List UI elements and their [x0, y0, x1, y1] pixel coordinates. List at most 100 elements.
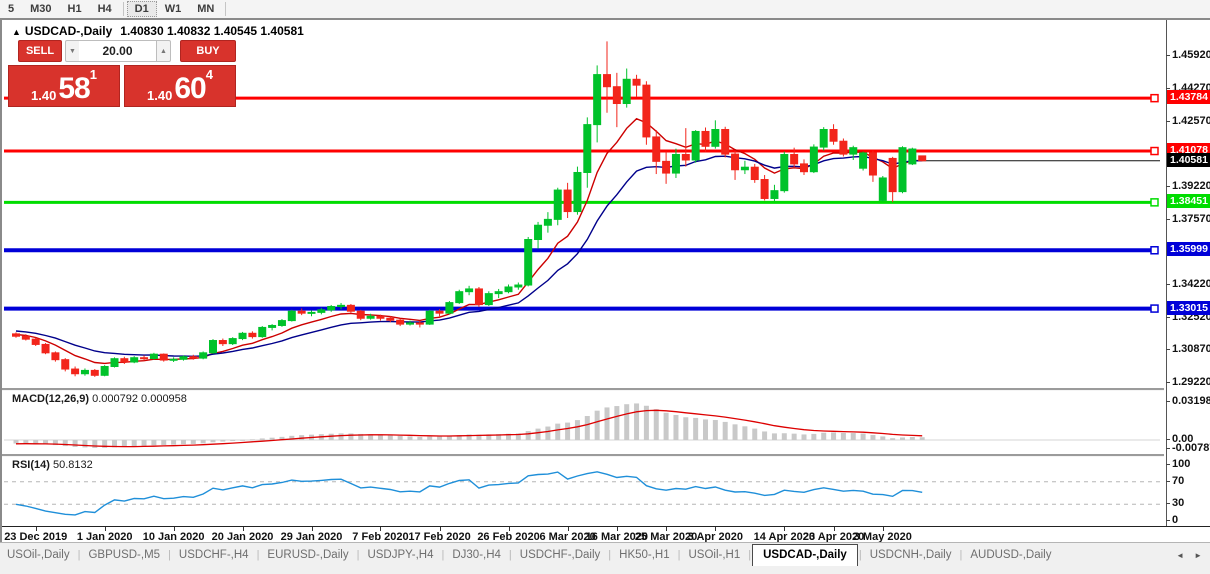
- candle: [465, 288, 474, 293]
- candle: [908, 148, 917, 165]
- candle: [888, 157, 897, 193]
- macd-histogram-bar: [33, 440, 39, 444]
- timeframe-button-h4[interactable]: H4: [97, 3, 112, 15]
- collapse-icon[interactable]: ▲: [12, 27, 21, 37]
- date-tick-mark: [173, 527, 175, 531]
- macd-histogram-bar: [230, 440, 236, 441]
- macd-signal-line: [15, 409, 923, 448]
- tab-usoil-h1[interactable]: USOil-,H1: [688, 549, 741, 561]
- macd-histogram-bar: [880, 436, 886, 440]
- status-strip: [0, 566, 1210, 574]
- tab-usoil-daily[interactable]: USOil-,Daily: [7, 549, 70, 561]
- macd-histogram-bar: [801, 434, 807, 440]
- tab-scroll-right-icon[interactable]: ►: [1194, 550, 1202, 560]
- chart-tab-bar: USOil-,Daily | GBPUSD-,M5 | USDCHF-,H4 | EURUS…: [0, 542, 1210, 567]
- timeframe-button-d1[interactable]: D1: [126, 1, 157, 17]
- candle: [563, 189, 572, 213]
- candle: [307, 311, 316, 314]
- level-handle-icon[interactable]: [1150, 246, 1159, 255]
- macd-histogram-bar: [112, 440, 117, 448]
- macd-name: MACD(12,26,9): [12, 393, 90, 405]
- candle: [396, 319, 405, 325]
- candle: [356, 310, 365, 319]
- tab-hk50-h1[interactable]: HK50-,H1: [619, 549, 670, 561]
- macd-histogram-bar: [722, 421, 728, 440]
- macd-histogram-bar: [506, 433, 511, 440]
- macd-histogram-bar: [466, 434, 472, 440]
- tab-usdjpy-h4[interactable]: USDJPY-,H4: [367, 549, 434, 561]
- tab-dj30-h4[interactable]: DJ30-,H4: [452, 549, 501, 561]
- candle: [829, 128, 838, 142]
- sell-price-box[interactable]: 1.40 58 1: [8, 65, 120, 107]
- candle: [652, 136, 661, 162]
- macd-chart[interactable]: [4, 390, 1166, 454]
- level-handle-icon[interactable]: [1150, 198, 1159, 207]
- macd-histogram-bar: [200, 440, 206, 444]
- date-tick-mark: [882, 527, 884, 531]
- candle: [169, 358, 178, 361]
- tick-mark: [1166, 381, 1170, 383]
- trade-panel-controls: SELL ▼ ▲ BUY: [8, 40, 236, 62]
- candle: [130, 357, 139, 363]
- candle: [179, 356, 188, 360]
- macd-histogram-bar: [545, 426, 551, 440]
- macd-histogram-bar: [732, 424, 738, 440]
- macd-histogram-bar: [604, 407, 610, 440]
- candle: [277, 320, 286, 326]
- chart-title: ▲ USDCAD-,Daily 1.40830 1.40832 1.40545 1.…: [12, 24, 304, 38]
- rsi-tick-label: 0: [1166, 514, 1178, 526]
- tab-audusd-daily[interactable]: AUDUSD-,Daily: [970, 549, 1052, 561]
- tab-eurusd-daily[interactable]: EURUSD-,Daily: [267, 549, 349, 561]
- volume-decrease-button[interactable]: ▼: [65, 40, 80, 62]
- macd-histogram-bar: [121, 440, 127, 447]
- macd-histogram-bar: [171, 440, 177, 445]
- timeframe-button-h1[interactable]: H1: [67, 3, 82, 15]
- macd-histogram-bar: [269, 437, 275, 440]
- candle: [41, 343, 50, 354]
- candle: [435, 310, 444, 314]
- candle: [573, 171, 582, 213]
- tab-usdcad-daily[interactable]: USDCAD-,Daily: [752, 544, 858, 567]
- macd-histogram-bar: [377, 434, 383, 440]
- tick-mark: [1166, 87, 1170, 89]
- date-tick-mark: [439, 527, 441, 531]
- macd-histogram-bar: [909, 437, 915, 440]
- tick-mark: [1166, 503, 1170, 505]
- level-handle-icon[interactable]: [1150, 93, 1159, 103]
- buy-price-pip: 4: [205, 67, 213, 82]
- volume-input[interactable]: [79, 40, 156, 62]
- tab-usdchf-h4[interactable]: USDCHF-,H4: [178, 549, 249, 561]
- buy-price-box[interactable]: 1.40 60 4: [124, 65, 236, 107]
- candle: [80, 369, 89, 375]
- candle: [849, 147, 858, 155]
- level-handle-icon[interactable]: [1150, 146, 1159, 156]
- macd-histogram-bar: [476, 434, 482, 440]
- timeframe-button-mn[interactable]: MN: [197, 3, 215, 15]
- buy-button[interactable]: BUY: [180, 40, 236, 62]
- tab-gbpusd-m5[interactable]: GBPUSD-,M5: [88, 549, 161, 561]
- macd-histogram-bar: [289, 435, 295, 440]
- volume-increase-button[interactable]: ▲: [156, 40, 171, 62]
- sell-button[interactable]: SELL: [18, 40, 62, 62]
- tab-usdchf-daily[interactable]: USDCHF-,Daily: [519, 549, 601, 561]
- macd-histogram-bar: [180, 440, 186, 445]
- date-tick-mark: [508, 527, 510, 531]
- macd-histogram-bar: [900, 437, 905, 440]
- tab-usdcnh-daily[interactable]: USDCNH-,Daily: [869, 549, 952, 561]
- rsi-chart[interactable]: [4, 456, 1166, 525]
- candle: [337, 304, 346, 308]
- price-scale-axis[interactable]: [1166, 20, 1167, 526]
- timeframe-toolbar: 5 M30 H1 H4 D1 W1 MN: [0, 0, 1210, 19]
- ohlc-values: 1.40830 1.40832 1.40545 1.40581: [120, 24, 304, 38]
- price-tag: 1.38451: [1167, 194, 1210, 209]
- level-handle-icon[interactable]: [1150, 304, 1159, 313]
- timeframe-button-m30[interactable]: M30: [30, 3, 52, 15]
- candle: [543, 218, 552, 226]
- timeframe-button-5[interactable]: 5: [8, 3, 15, 15]
- timeframe-button-w1[interactable]: W1: [164, 3, 182, 15]
- candle: [425, 310, 434, 325]
- macd-histogram-bar: [348, 433, 354, 440]
- date-axis[interactable]: 23 Dec 2019 1 Jan 2020 10 Jan 2020 20 Jan 2…: [2, 526, 1210, 545]
- tab-scroll-left-icon[interactable]: ◄: [1176, 550, 1185, 560]
